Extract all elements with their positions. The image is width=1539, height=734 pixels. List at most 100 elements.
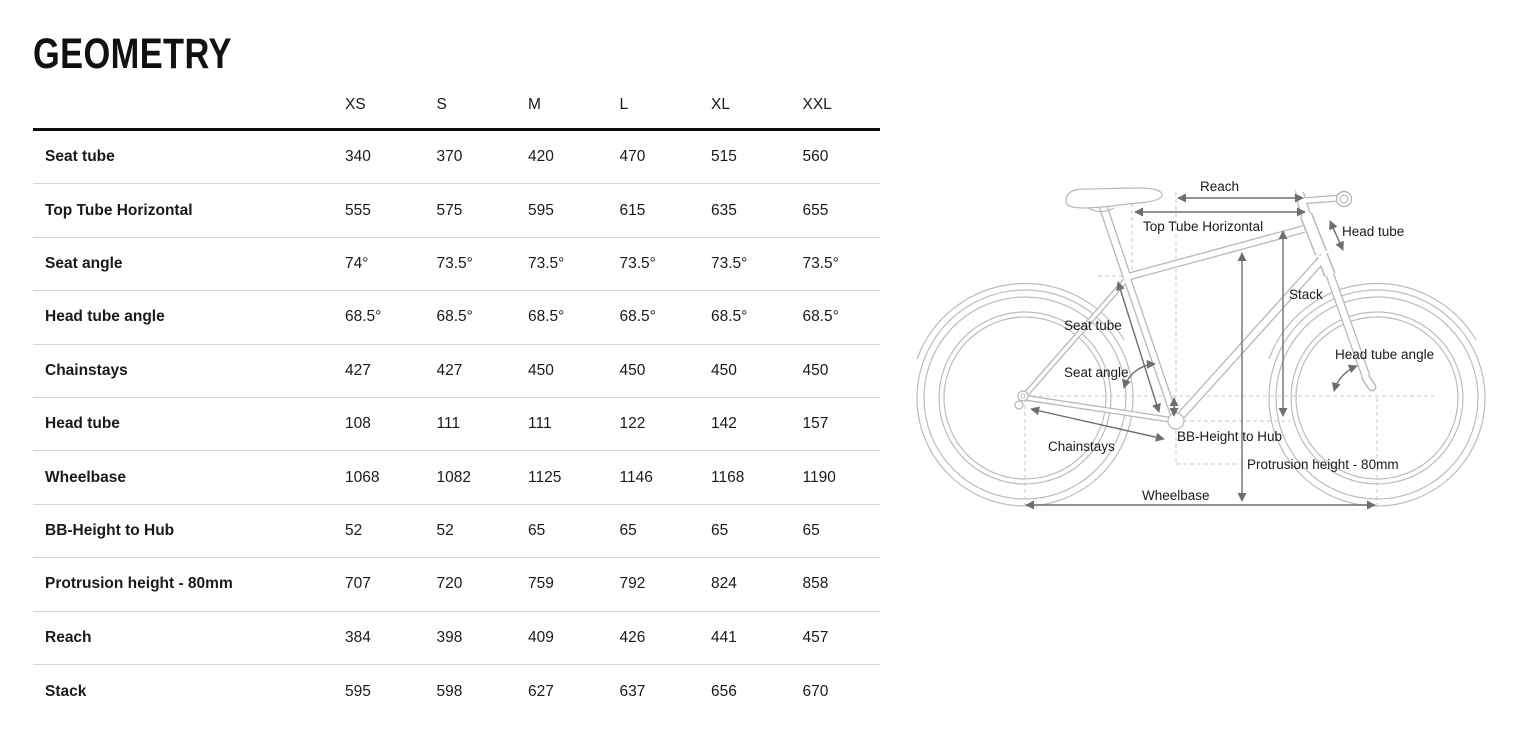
dimension-arrows — [1025, 193, 1376, 510]
size-header: XXL — [802, 96, 832, 113]
cell-value: 656 — [711, 682, 737, 700]
cell-value: 68.5° — [711, 308, 748, 326]
cell-value: 398 — [436, 628, 463, 646]
cell-value: 470 — [619, 148, 646, 166]
cell-value: 420 — [528, 148, 554, 166]
table-body: Seat tube 340 370 420 470 515 560 Top Tube Hori… — [33, 131, 880, 718]
chainstays-label: Chainstays — [1048, 439, 1115, 454]
cell-value: 555 — [345, 201, 371, 219]
cell-value: 68.5° — [345, 308, 382, 326]
cell-value: 122 — [619, 415, 646, 433]
size-header: L — [619, 96, 629, 113]
cell-value: 111 — [528, 415, 552, 433]
cell-value: 457 — [802, 628, 829, 646]
cell-value: 824 — [711, 575, 737, 593]
cell-value: 73.5° — [619, 254, 656, 272]
size-header: XS — [345, 96, 366, 113]
table-row: Head tube angle 68.5° 68.5° 68.5° 68.5° 68.5°… — [33, 291, 880, 345]
cell-value: 595 — [345, 682, 371, 700]
cell-value: 73.5° — [711, 254, 748, 272]
seat-angle-arc — [1122, 359, 1156, 389]
cell-value: 427 — [436, 361, 463, 379]
cell-value: 450 — [528, 361, 554, 379]
size-header: XL — [711, 96, 730, 113]
table-row: Stack 595 598 627 637 656 670 — [33, 665, 880, 718]
cell-value: 73.5° — [802, 254, 839, 272]
head-tube-label: Head tube — [1342, 224, 1404, 239]
cell-value: 370 — [436, 148, 463, 166]
cell-value: 635 — [711, 201, 737, 219]
cell-value: 384 — [345, 628, 371, 646]
saddle — [1065, 187, 1163, 209]
cell-value: 637 — [619, 682, 646, 700]
row-label: Seat angle — [45, 254, 123, 272]
cell-value: 68.5° — [619, 308, 656, 326]
cell-value: 1146 — [619, 468, 653, 486]
rear-hub — [1017, 390, 1029, 402]
table-row: Top Tube Horizontal 555 575 595 615 635 655 — [33, 184, 880, 238]
cell-value: 65 — [802, 521, 820, 539]
cell-value: 1125 — [528, 468, 562, 486]
size-header: S — [436, 96, 447, 113]
cell-value: 111 — [436, 415, 461, 433]
row-label: Protrusion height - 80mm — [45, 575, 233, 593]
row-label: Seat tube — [45, 148, 115, 166]
cell-value: 792 — [619, 575, 646, 593]
cell-value: 65 — [619, 521, 637, 539]
cell-value: 707 — [345, 575, 371, 593]
row-label: Wheelbase — [45, 468, 126, 486]
row-label: Top Tube Horizontal — [45, 201, 193, 219]
cell-value: 68.5° — [528, 308, 565, 326]
cell-value: 52 — [436, 521, 454, 539]
cell-value: 595 — [528, 201, 554, 219]
seat-tube-label: Seat tube — [1064, 318, 1122, 333]
row-label: Chainstays — [45, 361, 128, 379]
size-header: M — [528, 96, 541, 113]
chainstays-dimension-arrow — [1030, 406, 1165, 442]
seat-tube-dimension-arrow — [1116, 281, 1161, 413]
reach-label: Reach — [1200, 179, 1239, 194]
bottom-bracket — [1167, 412, 1185, 430]
cell-value: 1068 — [345, 468, 380, 486]
table-row: Seat angle 74° 73.5° 73.5° 73.5° 73.5° 73.5° — [33, 238, 880, 292]
head-tube-angle-arc — [1331, 364, 1358, 392]
table-row: Head tube 108 111 111 122 142 157 — [33, 398, 880, 452]
row-label: Reach — [45, 628, 92, 646]
cell-value: 441 — [711, 628, 737, 646]
page-title: GEOMETRY — [33, 30, 232, 78]
cell-value: 142 — [711, 415, 737, 433]
cell-value: 627 — [528, 682, 554, 700]
cell-value: 598 — [436, 682, 463, 700]
cell-value: 720 — [436, 575, 463, 593]
cell-value: 426 — [619, 628, 646, 646]
cell-value: 1082 — [436, 468, 471, 486]
cell-value: 409 — [528, 628, 554, 646]
bike-geometry-diagram: Reach Top Tube Horizontal Head tube Stac… — [916, 179, 1486, 510]
geometry-table: XS S M L XL XXL Seat tube 340 370 420 470 515 560 To… — [33, 82, 880, 718]
row-label: Head tube — [45, 415, 120, 433]
wheelbase-label: Wheelbase — [1142, 488, 1210, 503]
table-row: Protrusion height - 80mm 707 720 759 792 824 8… — [33, 558, 880, 612]
cell-value: 1168 — [711, 468, 745, 486]
cell-value: 450 — [802, 361, 829, 379]
cell-value: 759 — [528, 575, 554, 593]
table-row: Wheelbase 1068 1082 1125 1146 1168 1190 — [33, 451, 880, 505]
cell-value: 74° — [345, 254, 369, 272]
head-tube-angle-label: Head tube angle — [1335, 347, 1434, 362]
front-wheel — [1268, 282, 1486, 507]
cell-value: 450 — [619, 361, 646, 379]
seat-angle-label: Seat angle — [1064, 365, 1129, 380]
table-row: Reach 384 398 409 426 441 457 — [33, 612, 880, 665]
cell-value: 858 — [802, 575, 829, 593]
cell-value: 450 — [711, 361, 737, 379]
cell-value: 427 — [345, 361, 371, 379]
cell-value: 560 — [802, 148, 829, 166]
row-label: Stack — [45, 682, 87, 700]
cell-value: 655 — [802, 201, 829, 219]
row-label: Head tube angle — [45, 308, 165, 326]
cell-value: 515 — [711, 148, 737, 166]
cell-value: 73.5° — [436, 254, 473, 272]
head-tube-dimension-arrow — [1329, 220, 1344, 251]
cell-value: 73.5° — [528, 254, 565, 272]
cell-value: 68.5° — [436, 308, 473, 326]
